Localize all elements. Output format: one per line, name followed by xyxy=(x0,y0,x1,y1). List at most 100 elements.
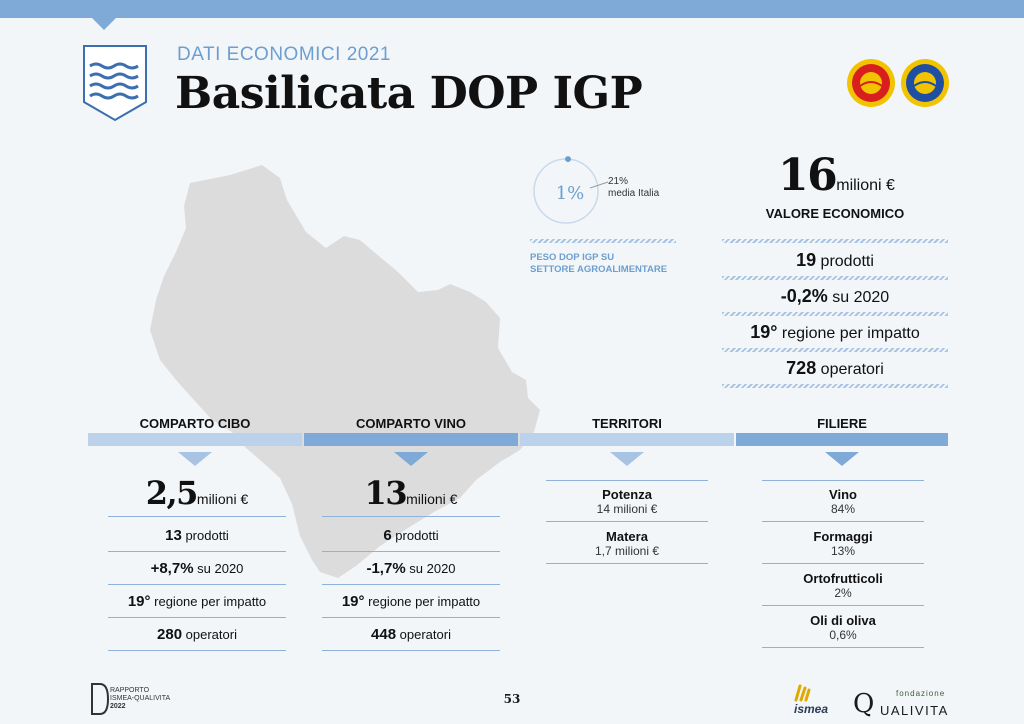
summary-row-value: 19 xyxy=(796,250,817,270)
filiere-item: Oli di oliva 0,6% xyxy=(762,613,924,643)
divider xyxy=(108,551,286,552)
filiere-item-name: Vino xyxy=(829,487,857,502)
filiere-item-value: 84% xyxy=(830,502,856,516)
filiere-item-value: 0,6% xyxy=(829,628,857,642)
divider xyxy=(108,584,286,585)
qualivita-q: Q xyxy=(853,689,875,719)
section-label-vino: COMPARTO VINO xyxy=(355,416,467,431)
section-bar-filiere xyxy=(736,433,948,446)
vino-row-value: 19° xyxy=(341,593,365,610)
section-pointer-filiere xyxy=(825,452,859,466)
cibo-row-label: su 2020 xyxy=(193,561,244,576)
summary-row-label: operatori xyxy=(816,361,884,378)
divider xyxy=(322,617,500,618)
cibo-row-label: regione per impatto xyxy=(150,594,267,609)
section-pointer-cibo xyxy=(178,452,212,466)
filiere-item: Vino 84% xyxy=(762,487,924,517)
vino-row: 448 operatori xyxy=(322,626,500,644)
divider xyxy=(762,480,924,481)
vino-row-label: prodotti xyxy=(391,528,439,543)
section-pointer-territori xyxy=(610,452,644,466)
vino-row-label: regione per impatto xyxy=(364,594,481,609)
top-accent-bar xyxy=(0,0,1024,18)
cibo-row: 19° regione per impatto xyxy=(108,593,286,611)
divider xyxy=(722,312,948,316)
summary-row: 19° regione per impatto xyxy=(722,322,948,343)
section-bar-territori xyxy=(520,433,734,446)
filiere-item: Ortofrutticoli 2% xyxy=(762,571,924,601)
rapporto-logo-icon xyxy=(91,683,110,715)
divider xyxy=(108,617,286,618)
filiere-item-name: Formaggi xyxy=(813,529,873,544)
summary-row-value: -0,2% xyxy=(780,286,828,306)
divider xyxy=(546,563,708,564)
cibo-row-label: operatori xyxy=(182,627,237,642)
divider xyxy=(546,521,708,522)
summary-row: -0,2% su 2020 xyxy=(722,286,948,307)
cibo-value-number: 2,5 xyxy=(145,474,199,512)
vino-row: -1,7% su 2020 xyxy=(322,560,500,578)
cibo-row-value: +8,7% xyxy=(150,560,194,577)
section-label-filiere: FILIERE xyxy=(817,416,867,431)
territori-item-name: Potenza xyxy=(602,487,652,502)
italy-average: 21% media Italia xyxy=(608,176,659,200)
territori-item: Potenza 14 milioni € xyxy=(546,487,708,517)
territori-item-name: Matera xyxy=(606,529,648,544)
rapporto-label: RAPPORTO ISMEA-QUALIVITA 2022 xyxy=(110,687,170,711)
divider xyxy=(762,521,924,522)
divider xyxy=(762,605,924,606)
divider xyxy=(546,480,708,481)
share-dial xyxy=(532,156,600,225)
filiere-item-value: 2% xyxy=(834,586,852,600)
vino-row-value: 6 xyxy=(383,527,392,544)
cibo-row-value: 19° xyxy=(127,593,151,610)
total-value-label: VALORE ECONOMICO xyxy=(765,206,905,221)
summary-row: 19 prodotti xyxy=(722,250,948,271)
basilicata-crest-icon xyxy=(83,45,147,122)
section-pointer-vino xyxy=(394,452,428,466)
divider xyxy=(762,563,924,564)
vino-value: 13milioni € xyxy=(322,474,500,512)
page-number: 53 xyxy=(503,692,521,706)
rapporto-line2: ISMEA-QUALIVITA xyxy=(110,695,171,702)
vino-value-number: 13 xyxy=(364,474,408,512)
section-bar-cibo xyxy=(88,433,302,446)
share-connector xyxy=(590,181,609,189)
vino-row-label: su 2020 xyxy=(405,561,456,576)
divider xyxy=(722,276,948,280)
vino-row-label: operatori xyxy=(396,627,451,642)
rapporto-line1: RAPPORTO xyxy=(110,687,150,694)
divider xyxy=(722,348,948,352)
summary-row-label: regione per impatto xyxy=(777,325,920,342)
territori-item: Matera 1,7 milioni € xyxy=(546,529,708,559)
summary-row: 728 operatori xyxy=(722,358,948,379)
vino-row-value: 448 xyxy=(371,626,397,643)
divider xyxy=(762,647,924,648)
cibo-row: 280 operatori xyxy=(108,626,286,644)
ismea-logo-icon xyxy=(794,684,811,702)
share-label-line2: SETTORE AGROALIMENTARE xyxy=(530,264,668,275)
igp-seal-icon xyxy=(901,59,949,107)
total-value-unit: milioni € xyxy=(836,177,895,194)
cibo-row-label: prodotti xyxy=(181,528,229,543)
divider xyxy=(322,551,500,552)
divider xyxy=(108,650,286,651)
cibo-row-value: 280 xyxy=(157,626,183,643)
divider xyxy=(322,516,500,517)
vino-row-value: -1,7% xyxy=(366,560,406,577)
page-subtitle: DATI ECONOMICI 2021 xyxy=(177,44,391,65)
qualivita-name: UALIVITA xyxy=(880,703,949,718)
ismea-logo-text: ismea xyxy=(794,702,829,716)
summary-row-label: su 2020 xyxy=(827,289,890,306)
page-title: Basilicata DOP IGP xyxy=(175,68,643,119)
rapporto-line3: 2022 xyxy=(110,703,126,710)
filiere-item: Formaggi 13% xyxy=(762,529,924,559)
divider xyxy=(530,239,676,243)
filiere-item-name: Oli di oliva xyxy=(810,613,876,628)
summary-row-label: prodotti xyxy=(816,253,874,270)
italy-average-value: 21% xyxy=(608,176,629,187)
cibo-value: 2,5milioni € xyxy=(108,474,286,512)
share-label-line1: PESO DOP IGP SU xyxy=(530,252,615,263)
filiere-item-name: Ortofrutticoli xyxy=(803,571,883,586)
cibo-value-unit: milioni € xyxy=(196,491,249,507)
